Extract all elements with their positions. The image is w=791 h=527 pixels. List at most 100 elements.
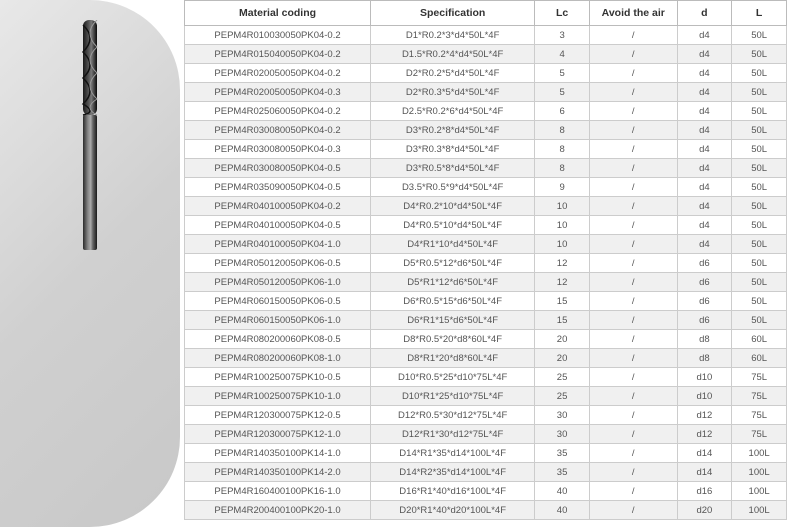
- table-row: PEPM4R060150050PK06-0.5D6*R0.5*15*d6*50L…: [185, 292, 787, 311]
- table-cell: /: [589, 292, 677, 311]
- col-header-lc: Lc: [535, 1, 590, 26]
- table-row: PEPM4R025060050PK04-0.2D2.5*R0.2*6*d4*50…: [185, 102, 787, 121]
- table-cell: /: [589, 197, 677, 216]
- table-cell: D4*R1*10*d4*50L*4F: [371, 235, 535, 254]
- table-cell: PEPM4R120300075PK12-1.0: [185, 425, 371, 444]
- table-cell: d6: [677, 311, 732, 330]
- table-cell: D10*R0.5*25*d10*75L*4F: [371, 368, 535, 387]
- table-cell: d4: [677, 140, 732, 159]
- table-cell: 100L: [732, 444, 787, 463]
- table-cell: PEPM4R140350100PK14-1.0: [185, 444, 371, 463]
- table-row: PEPM4R010030050PK04-0.2D1*R0.2*3*d4*50L*…: [185, 26, 787, 45]
- table-cell: d6: [677, 273, 732, 292]
- table-cell: 12: [535, 273, 590, 292]
- table-cell: d16: [677, 482, 732, 501]
- table-cell: d4: [677, 197, 732, 216]
- table-row: PEPM4R120300075PK12-0.5D12*R0.5*30*d12*7…: [185, 406, 787, 425]
- table-cell: 75L: [732, 387, 787, 406]
- table-cell: D2*R0.3*5*d4*50L*4F: [371, 83, 535, 102]
- table-cell: /: [589, 406, 677, 425]
- table-cell: 6: [535, 102, 590, 121]
- table-cell: /: [589, 45, 677, 64]
- table-cell: /: [589, 330, 677, 349]
- table-cell: /: [589, 178, 677, 197]
- table-cell: 30: [535, 406, 590, 425]
- table-cell: /: [589, 311, 677, 330]
- table-row: PEPM4R050120050PK06-0.5D5*R0.5*12*d6*50L…: [185, 254, 787, 273]
- main-container: Material coding Specification Lc Avoid t…: [0, 0, 791, 527]
- table-cell: 20: [535, 349, 590, 368]
- table-row: PEPM4R040100050PK04-0.2D4*R0.2*10*d4*50L…: [185, 197, 787, 216]
- table-cell: PEPM4R100250075PK10-0.5: [185, 368, 371, 387]
- table-cell: D1.5*R0.2*4*d4*50L*4F: [371, 45, 535, 64]
- table-cell: d14: [677, 444, 732, 463]
- table-cell: 100L: [732, 482, 787, 501]
- table-cell: 40: [535, 482, 590, 501]
- table-cell: 40: [535, 501, 590, 520]
- table-row: PEPM4R140350100PK14-2.0D14*R2*35*d14*100…: [185, 463, 787, 482]
- table-cell: d4: [677, 83, 732, 102]
- table-row: PEPM4R120300075PK12-1.0D12*R1*30*d12*75L…: [185, 425, 787, 444]
- table-cell: 50L: [732, 102, 787, 121]
- table-cell: 50L: [732, 26, 787, 45]
- table-cell: d12: [677, 406, 732, 425]
- table-cell: PEPM4R040100050PK04-1.0: [185, 235, 371, 254]
- table-cell: D4*R0.5*10*d4*50L*4F: [371, 216, 535, 235]
- table-row: PEPM4R015040050PK04-0.2D1.5*R0.2*4*d4*50…: [185, 45, 787, 64]
- table-cell: 10: [535, 197, 590, 216]
- table-cell: 60L: [732, 349, 787, 368]
- table-cell: 10: [535, 216, 590, 235]
- table-cell: PEPM4R140350100PK14-2.0: [185, 463, 371, 482]
- table-cell: /: [589, 216, 677, 235]
- table-cell: D14*R1*35*d14*100L*4F: [371, 444, 535, 463]
- table-cell: 50L: [732, 83, 787, 102]
- table-cell: 5: [535, 83, 590, 102]
- table-cell: D3*R0.3*8*d4*50L*4F: [371, 140, 535, 159]
- table-cell: 60L: [732, 330, 787, 349]
- table-cell: d10: [677, 368, 732, 387]
- table-cell: D8*R1*20*d8*60L*4F: [371, 349, 535, 368]
- table-cell: d14: [677, 463, 732, 482]
- table-row: PEPM4R200400100PK20-1.0D20*R1*40*d20*100…: [185, 501, 787, 520]
- table-cell: D5*R0.5*12*d6*50L*4F: [371, 254, 535, 273]
- col-header-spec: Specification: [371, 1, 535, 26]
- table-cell: PEPM4R050120050PK06-0.5: [185, 254, 371, 273]
- table-cell: /: [589, 254, 677, 273]
- table-cell: 75L: [732, 425, 787, 444]
- table-cell: PEPM4R010030050PK04-0.2: [185, 26, 371, 45]
- table-row: PEPM4R050120050PK06-1.0D5*R1*12*d6*50L*4…: [185, 273, 787, 292]
- table-cell: /: [589, 273, 677, 292]
- table-cell: PEPM4R030080050PK04-0.3: [185, 140, 371, 159]
- table-row: PEPM4R030080050PK04-0.3D3*R0.3*8*d4*50L*…: [185, 140, 787, 159]
- product-image-panel: [0, 0, 180, 527]
- table-cell: d20: [677, 501, 732, 520]
- table-cell: 35: [535, 444, 590, 463]
- table-cell: /: [589, 121, 677, 140]
- table-cell: 50L: [732, 273, 787, 292]
- table-cell: PEPM4R050120050PK06-1.0: [185, 273, 371, 292]
- table-cell: 50L: [732, 311, 787, 330]
- table-row: PEPM4R100250075PK10-1.0D10*R1*25*d10*75L…: [185, 387, 787, 406]
- table-cell: d4: [677, 121, 732, 140]
- table-cell: D16*R1*40*d16*100L*4F: [371, 482, 535, 501]
- table-cell: d4: [677, 235, 732, 254]
- table-cell: PEPM4R160400100PK16-1.0: [185, 482, 371, 501]
- table-cell: 9: [535, 178, 590, 197]
- table-cell: /: [589, 159, 677, 178]
- col-header-air: Avoid the air: [589, 1, 677, 26]
- table-cell: /: [589, 349, 677, 368]
- table-cell: 4: [535, 45, 590, 64]
- table-row: PEPM4R060150050PK06-1.0D6*R1*15*d6*50L*4…: [185, 311, 787, 330]
- col-header-material: Material coding: [185, 1, 371, 26]
- table-cell: 3: [535, 26, 590, 45]
- table-cell: 50L: [732, 216, 787, 235]
- table-cell: d4: [677, 45, 732, 64]
- table-row: PEPM4R040100050PK04-0.5D4*R0.5*10*d4*50L…: [185, 216, 787, 235]
- table-cell: 100L: [732, 463, 787, 482]
- table-cell: /: [589, 235, 677, 254]
- table-cell: 50L: [732, 45, 787, 64]
- table-row: PEPM4R020050050PK04-0.2D2*R0.2*5*d4*50L*…: [185, 64, 787, 83]
- table-cell: D10*R1*25*d10*75L*4F: [371, 387, 535, 406]
- table-cell: d12: [677, 425, 732, 444]
- table-row: PEPM4R040100050PK04-1.0D4*R1*10*d4*50L*4…: [185, 235, 787, 254]
